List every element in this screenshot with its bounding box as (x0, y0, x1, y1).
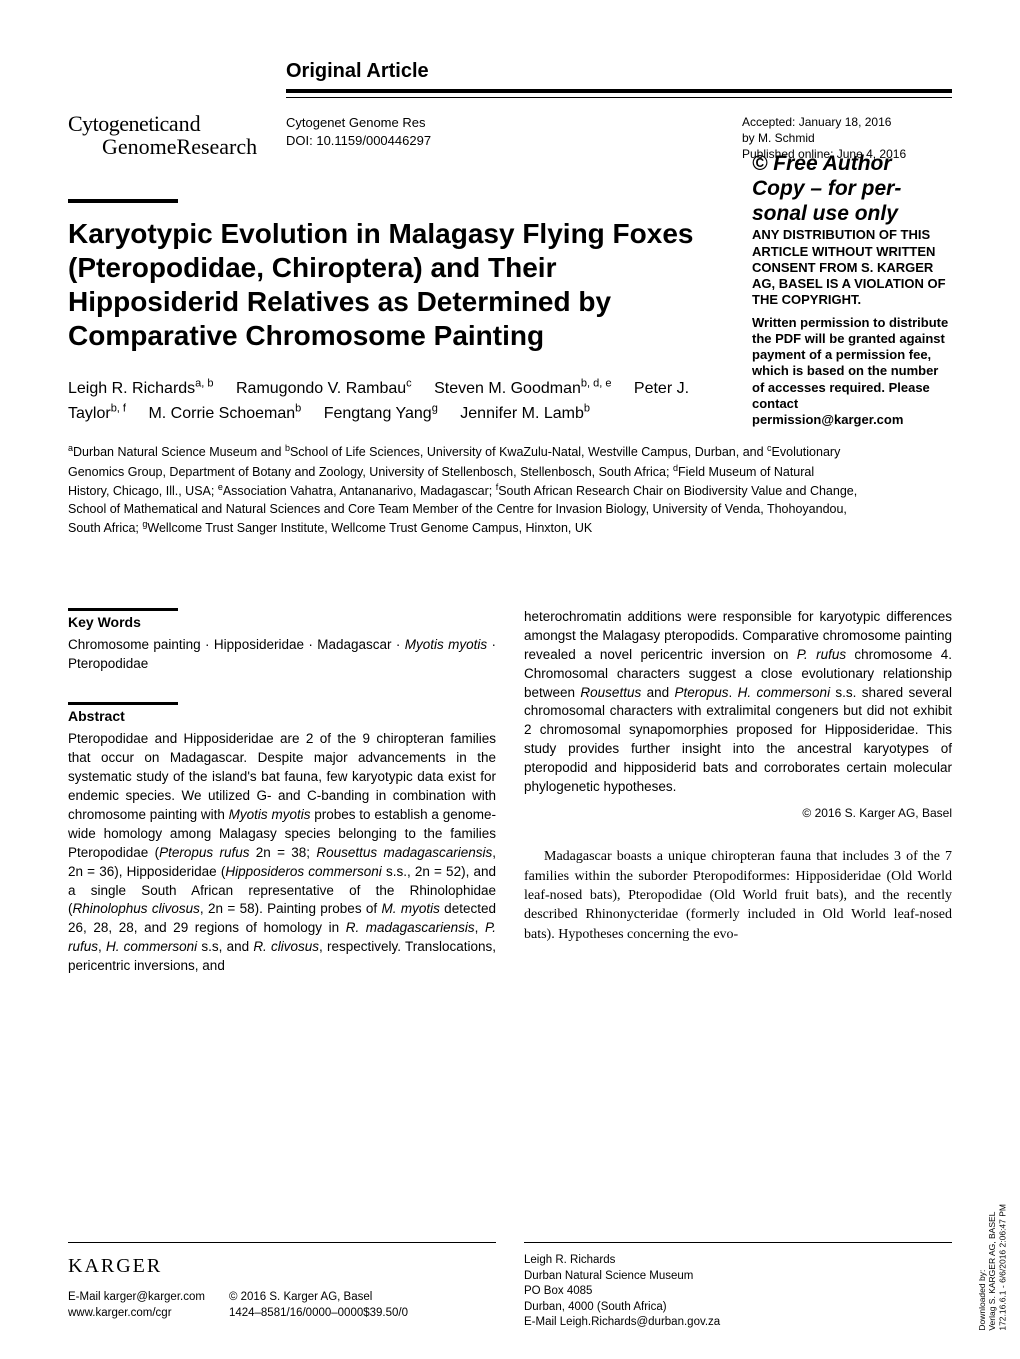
footer: KARGER E-Mail karger@karger.com www.karg… (68, 1242, 952, 1331)
issn-line: 1424–8581/16/0000–0000$39.50/0 (229, 1306, 408, 1322)
footer-right: Leigh R. Richards Durban Natural Science… (524, 1242, 952, 1331)
affiliations: aDurban Natural Science Museum and bScho… (68, 442, 858, 538)
author: M. Corrie Schoemanb (148, 405, 301, 422)
journal-doi: DOI: 10.1159/000446297 (286, 132, 742, 150)
author: Leigh R. Richardsa, b (68, 380, 214, 397)
journal-logo: Cytogeneticand GenomeResearch (68, 112, 286, 163)
karger-logo: KARGER (68, 1253, 496, 1280)
karger-email: E-Mail karger@karger.com (68, 1290, 205, 1306)
keywords-body: Chromosome painting · Hipposideridae · M… (68, 636, 496, 674)
journal-name: Cytogenet Genome Res (286, 114, 742, 132)
corr-city: Durban, 4000 (South Africa) (524, 1300, 952, 1316)
author: Fengtang Yangg (324, 405, 438, 422)
free-author-box: © Free Author Copy – for per- sonal use … (752, 152, 952, 428)
logo-line1a: Cytogenetic (68, 111, 169, 136)
karger-copyright: © 2016 S. Karger AG, Basel 1424–8581/16/… (229, 1290, 408, 1321)
copyright-line: © 2016 S. Karger AG, Basel (229, 1290, 408, 1306)
keywords-heading: Key Words (68, 613, 496, 632)
journal-info: Cytogenet Genome Res DOI: 10.1159/000446… (286, 112, 742, 163)
header-rule-thick (286, 89, 952, 93)
left-column: Key Words Chromosome painting · Hipposid… (68, 608, 496, 976)
karger-url: www.karger.com/cgr (68, 1306, 205, 1322)
dl-line2: Verlag S. KARGER AG, BASEL (988, 1212, 998, 1331)
logo-line1b: and (169, 111, 201, 136)
logo-line2: GenomeResearch (102, 134, 257, 159)
corr-pobox: PO Box 4085 (524, 1284, 952, 1300)
header-rule-thin (286, 97, 952, 98)
abstract-rule (68, 702, 178, 705)
keywords-rule (68, 608, 178, 611)
corr-name: Leigh R. Richards (524, 1253, 952, 1269)
free-author-title1: © Free Author (752, 152, 952, 175)
free-author-title2: Copy – for per- (752, 177, 952, 200)
karger-contact: E-Mail karger@karger.com www.karger.com/… (68, 1290, 205, 1321)
dl-line1: Downloaded by: (977, 1270, 987, 1331)
download-watermark: Downloaded by: Verlag S. KARGER AG, BASE… (977, 1204, 1008, 1331)
intro-paragraph: Madagascar boasts a unique chiropteran f… (524, 847, 952, 944)
footer-rule-right (524, 1242, 952, 1243)
author: Steven M. Goodmanb, d, e (434, 380, 611, 397)
accepted-date: Accepted: January 18, 2016 (742, 114, 952, 130)
right-column: heterochromatin additions were responsib… (524, 608, 952, 976)
free-author-title3: sonal use only (752, 202, 952, 225)
content-columns: Key Words Chromosome painting · Hipposid… (68, 608, 952, 976)
dl-line3: 172.16.6.1 - 6/6/2016 2:06:47 PM (998, 1204, 1008, 1331)
article-type: Original Article (286, 60, 952, 83)
footer-left: KARGER E-Mail karger@karger.com www.karg… (68, 1242, 496, 1331)
abstract-body-col1: Pteropodidae and Hipposideridae are 2 of… (68, 730, 496, 976)
author: Ramugondo V. Rambauc (236, 380, 412, 397)
accepted-editor: by M. Schmid (742, 130, 952, 146)
corr-email: E-Mail Leigh.Richards@durban.gov.za (524, 1315, 952, 1331)
abstract-body-col2: heterochromatin additions were responsib… (524, 608, 952, 797)
free-author-note: Written permission to distribute the PDF… (752, 315, 952, 429)
corr-inst: Durban Natural Science Museum (524, 1269, 952, 1285)
authors-list: Leigh R. Richardsa, b Ramugondo V. Ramba… (68, 375, 718, 426)
abstract-copyright: © 2016 S. Karger AG, Basel (524, 805, 952, 822)
footer-rule (68, 1242, 496, 1243)
title-rule (68, 199, 178, 203)
author: Jennifer M. Lambb (460, 405, 590, 422)
free-author-body: ANY DISTRIBUTION OF THIS ARTICLE WITHOUT… (752, 227, 952, 308)
abstract-heading: Abstract (68, 707, 496, 726)
karger-details: E-Mail karger@karger.com www.karger.com/… (68, 1290, 496, 1321)
paper-title: Karyotypic Evolution in Malagasy Flying … (68, 217, 728, 354)
